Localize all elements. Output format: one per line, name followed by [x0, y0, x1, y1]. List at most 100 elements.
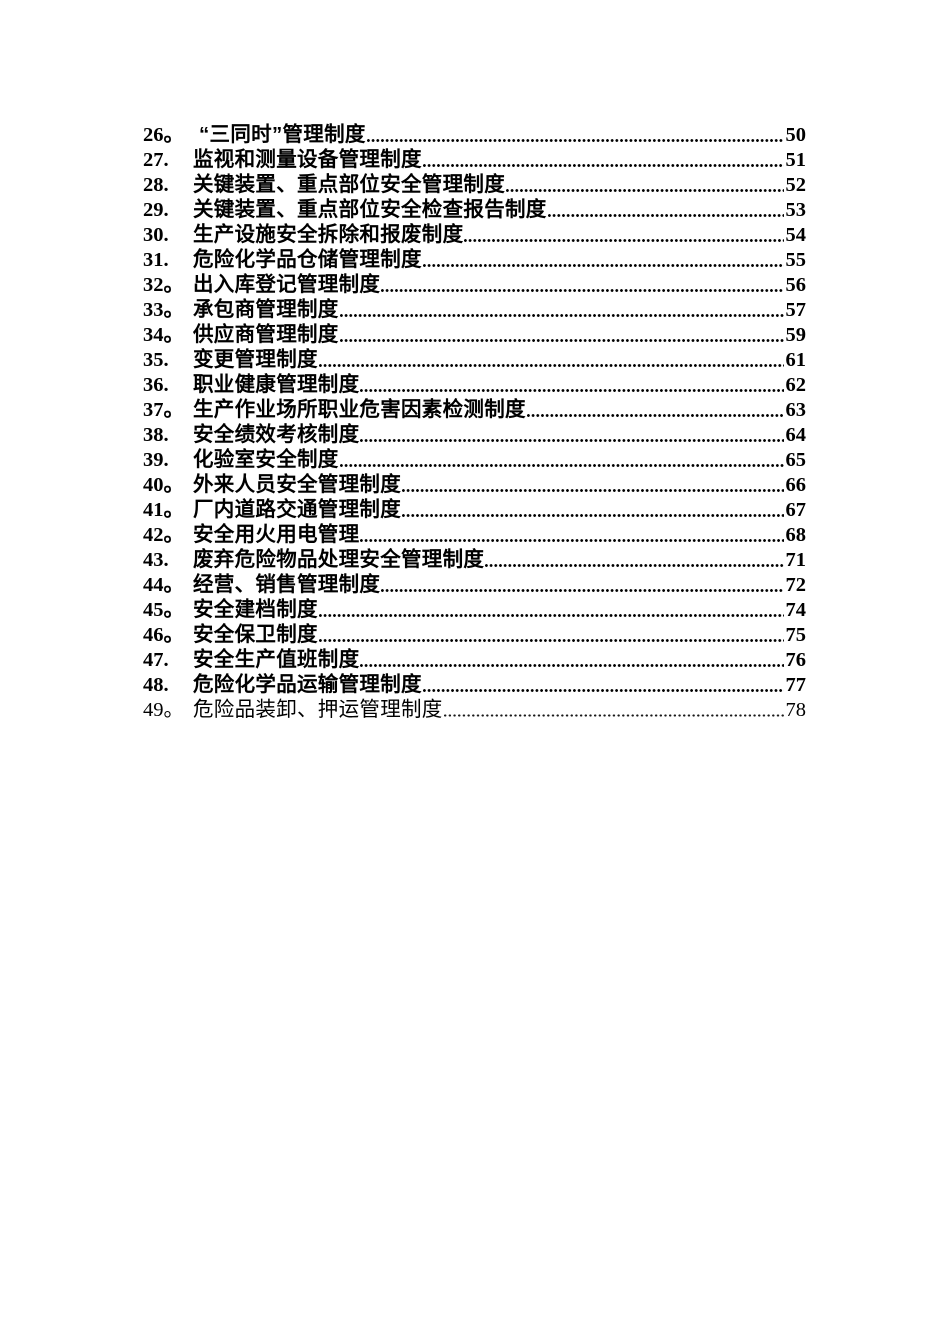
toc-entry[interactable]: 46。 安全保卫制度 75 [143, 622, 806, 647]
toc-entry-number: 47. [143, 649, 169, 671]
toc-entry-title: 供应商管理制度 [193, 323, 339, 346]
toc-entry-title: 化验室安全制度 [193, 448, 339, 471]
toc-entry-number: 44。 [143, 574, 184, 596]
toc-leader-dots [422, 689, 784, 692]
toc-entry-page: 50 [785, 124, 807, 146]
toc-entry-title: 外来人员安全管理制度 [193, 473, 401, 496]
toc-entry-title: 危险化学品运输管理制度 [193, 673, 422, 696]
toc-leader-dots [339, 339, 784, 342]
toc-entry-number: 48. [143, 674, 169, 696]
toc-entry-title: 监视和测量设备管理制度 [193, 148, 422, 171]
toc-entry-number: 43. [143, 549, 169, 571]
toc-entry-number: 35. [143, 349, 169, 371]
toc-entry-title: 承包商管理制度 [193, 298, 339, 321]
toc-entry-title: 生产作业场所职业危害因素检测制度 [193, 398, 526, 421]
toc-entry-page: 74 [785, 599, 807, 621]
toc-entry-page: 56 [785, 274, 807, 296]
toc-entry[interactable]: 38. 安全绩效考核制度 64 [143, 422, 806, 447]
toc-entry-page: 54 [785, 224, 807, 246]
toc-entry-number: 41。 [143, 499, 184, 521]
toc-entry[interactable]: 32。 出入库登记管理制度 56 [143, 272, 806, 297]
toc-entry-title: 危险品装卸、押运管理制度 [193, 698, 443, 721]
toc-entry-title: 厂内道路交通管理制度 [193, 498, 401, 521]
toc-entry-page: 61 [785, 349, 807, 371]
toc-entry[interactable]: 28. 关键装置、重点部位安全管理制度 52 [143, 172, 806, 197]
toc-leader-dots [339, 464, 784, 467]
toc-entry-number: 49。 [143, 699, 184, 721]
toc-leader-dots [506, 189, 784, 192]
toc-entry-title: 安全用火用电管理 [193, 523, 360, 546]
toc-entry-page: 77 [785, 674, 807, 696]
toc-entry[interactable]: 47. 安全生产值班制度 76 [143, 647, 806, 672]
toc-entry-page: 64 [785, 424, 807, 446]
toc-entry-number: 27. [143, 149, 169, 171]
toc-entry[interactable]: 29. 关键装置、重点部位安全检查报告制度 53 [143, 197, 806, 222]
toc-entry-page: 62 [785, 374, 807, 396]
toc-entry[interactable]: 37。 生产作业场所职业危害因素检测制度 63 [143, 397, 806, 422]
toc-entry[interactable]: 33。 承包商管理制度 57 [143, 297, 806, 322]
toc-leader-dots [360, 664, 784, 667]
toc-entry[interactable]: 49。 危险品装卸、押运管理制度 78 [143, 697, 806, 722]
toc-entry-number: 28. [143, 174, 169, 196]
toc-entry-number: 29. [143, 199, 169, 221]
toc-entry[interactable]: 39. 化验室安全制度 65 [143, 447, 806, 472]
toc-entry-title: 关键装置、重点部位安全管理制度 [193, 173, 505, 196]
toc-entry-number: 40。 [143, 474, 184, 496]
toc-entry-page: 78 [785, 699, 807, 721]
toc-entry[interactable]: 36. 职业健康管理制度 62 [143, 372, 806, 397]
toc-entry-title: 变更管理制度 [193, 348, 318, 371]
toc-entry-page: 59 [785, 324, 807, 346]
toc-leader-dots [339, 314, 784, 317]
toc-entry[interactable]: 44。 经营、销售管理制度 72 [143, 572, 806, 597]
toc-entry-title: 生产设施安全拆除和报废制度 [193, 223, 464, 246]
toc-entry-page: 67 [785, 499, 807, 521]
toc-entry[interactable]: 34。 供应商管理制度 59 [143, 322, 806, 347]
toc-entry[interactable]: 30. 生产设施安全拆除和报废制度 54 [143, 222, 806, 247]
toc-entry-title: 安全生产值班制度 [193, 648, 360, 671]
toc-entry[interactable]: 48. 危险化学品运输管理制度 77 [143, 672, 806, 697]
toc-entry-number: 37。 [143, 399, 184, 421]
toc-entry-number: 38. [143, 424, 169, 446]
toc-leader-dots [318, 639, 784, 642]
toc-entry-page: 71 [785, 549, 807, 571]
toc-entry-number: 39. [143, 449, 169, 471]
toc-entry-number: 36. [143, 374, 169, 396]
toc-entry[interactable]: 31. 危险化学品仓储管理制度 55 [143, 247, 806, 272]
toc-leader-dots [381, 289, 784, 292]
toc-leader-dots [360, 389, 784, 392]
toc-leader-dots [422, 164, 784, 167]
toc-entry-page: 68 [785, 524, 807, 546]
toc-leader-dots [526, 414, 784, 417]
toc-entry[interactable]: 40。 外来人员安全管理制度 66 [143, 472, 806, 497]
table-of-contents: 26。 “三同时”管理制度 50 27. 监视和测量设备管理制度 51 28. 关键装置、重… [143, 122, 806, 722]
toc-entry-title: 出入库登记管理制度 [193, 273, 381, 296]
toc-entry-number: 45。 [143, 599, 184, 621]
toc-entry[interactable]: 35. 变更管理制度 61 [143, 347, 806, 372]
toc-leader-dots [402, 514, 784, 517]
toc-entry[interactable]: 42。 安全用火用电管理 68 [143, 522, 806, 547]
toc-entry-number: 32。 [143, 274, 184, 296]
toc-entry-number: 26。 [143, 124, 184, 146]
toc-leader-dots [366, 139, 784, 142]
toc-entry-title: 危险化学品仓储管理制度 [193, 248, 422, 271]
toc-entry[interactable]: 27. 监视和测量设备管理制度 51 [143, 147, 806, 172]
toc-entry-title: “三同时”管理制度 [193, 123, 366, 146]
toc-entry-page: 52 [785, 174, 807, 196]
toc-entry[interactable]: 41。 厂内道路交通管理制度 67 [143, 497, 806, 522]
toc-entry[interactable]: 43. 废弃危险物品处理安全管理制度 71 [143, 547, 806, 572]
toc-entry-page: 65 [785, 449, 807, 471]
toc-entry-title: 安全绩效考核制度 [193, 423, 360, 446]
toc-entry-page: 55 [785, 249, 807, 271]
toc-entry[interactable]: 26。 “三同时”管理制度 50 [143, 122, 806, 147]
toc-leader-dots [443, 714, 784, 717]
toc-entry-number: 42。 [143, 524, 184, 546]
toc-entry-title: 职业健康管理制度 [193, 373, 360, 396]
toc-entry-number: 46。 [143, 624, 184, 646]
toc-entry-number: 33。 [143, 299, 184, 321]
toc-entry[interactable]: 45。 安全建档制度 74 [143, 597, 806, 622]
toc-leader-dots [422, 264, 784, 267]
toc-entry-title: 安全建档制度 [193, 598, 318, 621]
toc-entry-number: 30. [143, 224, 169, 246]
toc-leader-dots [318, 364, 784, 367]
